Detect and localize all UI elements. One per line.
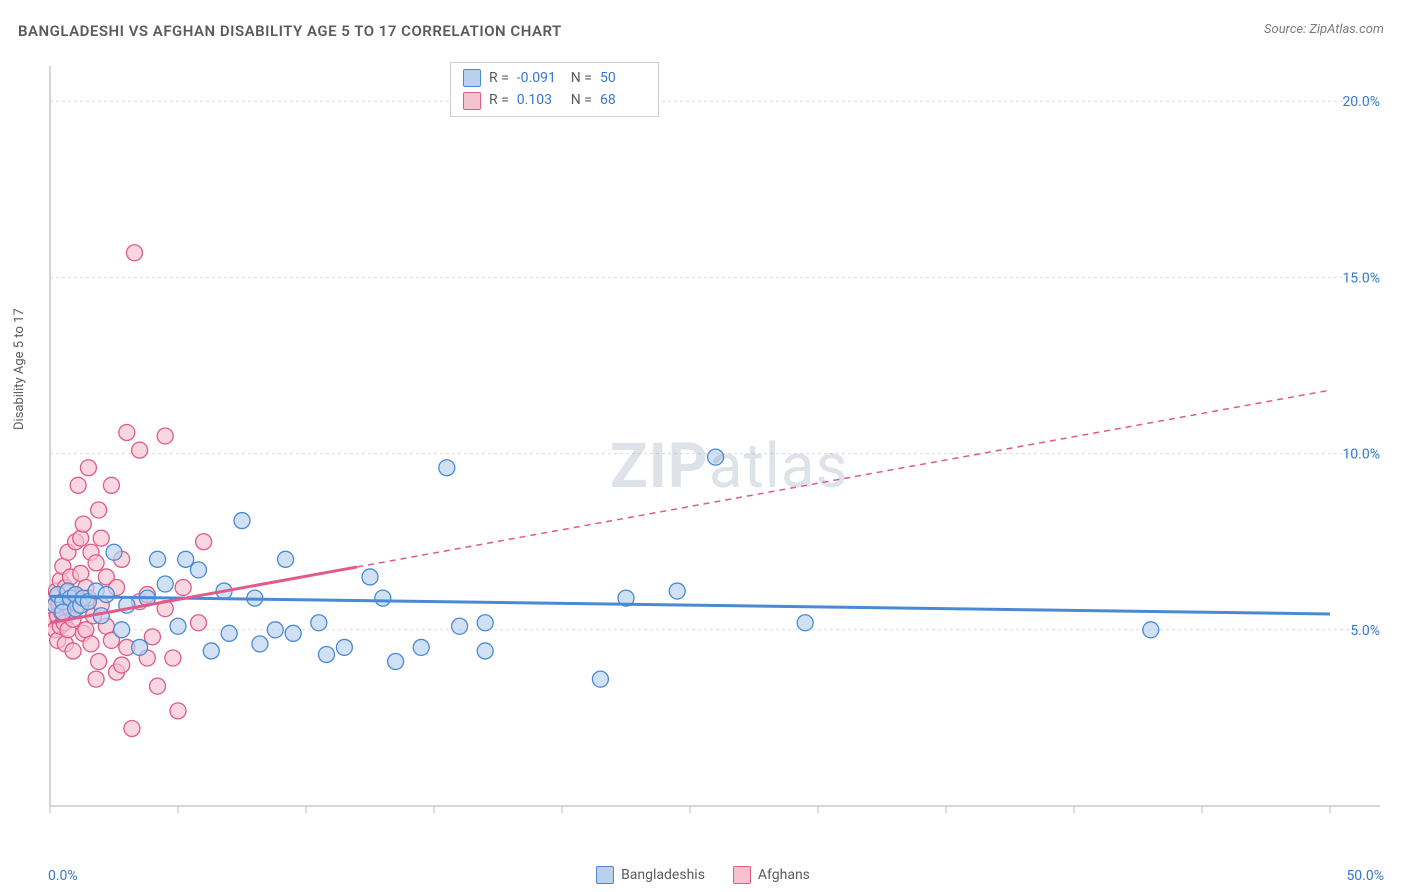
legend-item-bangladeshis: Bangladeshis <box>596 866 705 884</box>
legend-item-afghans: Afghans <box>733 866 810 884</box>
svg-text:20.0%: 20.0% <box>1342 94 1380 110</box>
series-legend: Bangladeshis Afghans <box>0 866 1406 884</box>
r-value-bangladeshis: -0.091 <box>517 67 563 89</box>
stats-row-afghans: R = 0.103 N = 68 <box>463 89 646 111</box>
svg-text:10.0%: 10.0% <box>1342 447 1380 463</box>
legend-label-afghans: Afghans <box>758 867 810 883</box>
chart-title: BANGLADESHI VS AFGHAN DISABILITY AGE 5 T… <box>18 22 562 40</box>
stats-row-bangladeshis: R = -0.091 N = 50 <box>463 67 646 89</box>
x-min-label: 0.0% <box>48 868 78 884</box>
y-axis-label: Disability Age 5 to 17 <box>12 308 27 430</box>
swatch-bangladeshis <box>463 69 481 87</box>
r-value-afghans: 0.103 <box>517 89 563 111</box>
x-max-label: 50.0% <box>1346 868 1384 884</box>
n-value-bangladeshis: 50 <box>600 67 646 89</box>
swatch-afghans <box>463 92 481 110</box>
legend-swatch-bangladeshis <box>596 866 614 884</box>
legend-swatch-afghans <box>733 866 751 884</box>
stats-legend-box: R = -0.091 N = 50 R = 0.103 N = 68 <box>450 62 659 117</box>
legend-label-bangladeshis: Bangladeshis <box>621 867 705 883</box>
svg-text:5.0%: 5.0% <box>1350 623 1380 639</box>
n-value-afghans: 68 <box>600 89 646 111</box>
chart-source: Source: ZipAtlas.com <box>1264 22 1384 37</box>
svg-text:15.0%: 15.0% <box>1342 270 1380 286</box>
scatter-plot: 5.0% 10.0% 15.0% 20.0% <box>48 58 1388 828</box>
